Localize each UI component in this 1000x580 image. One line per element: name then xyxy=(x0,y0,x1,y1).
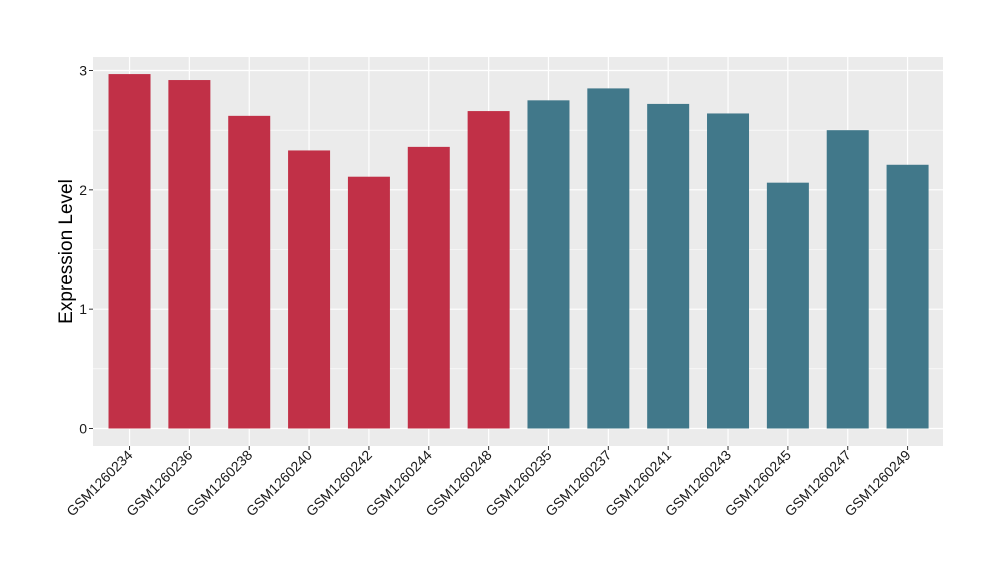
bar-GSM1260238 xyxy=(228,115,271,429)
bar-GSM1260237 xyxy=(587,88,630,429)
y-axis: 0 1 2 3 xyxy=(79,63,93,437)
bars xyxy=(108,74,929,429)
bar-GSM1260236 xyxy=(168,80,211,429)
bar-GSM1260240 xyxy=(288,150,331,429)
bar-GSM1260249 xyxy=(886,164,929,429)
y-tick-label: 0 xyxy=(79,421,87,437)
x-axis: GSM1260234GSM1260236GSM1260238GSM1260240… xyxy=(63,446,914,519)
plot-background xyxy=(93,57,943,446)
y-tick-label: 2 xyxy=(79,182,87,198)
bar-GSM1260234 xyxy=(108,74,151,429)
y-axis-title: Expression Level xyxy=(56,179,77,324)
bar-GSM1260244 xyxy=(407,146,450,429)
bar-GSM1260243 xyxy=(707,113,750,429)
y-tick-label: 3 xyxy=(79,63,87,79)
bar-GSM1260247 xyxy=(826,130,869,429)
bar-GSM1260235 xyxy=(527,100,570,429)
bar-GSM1260245 xyxy=(766,182,809,429)
bar-GSM1260242 xyxy=(347,176,390,429)
y-tick-label: 1 xyxy=(79,301,87,317)
bar-GSM1260241 xyxy=(647,103,690,429)
bar-GSM1260248 xyxy=(467,111,510,429)
